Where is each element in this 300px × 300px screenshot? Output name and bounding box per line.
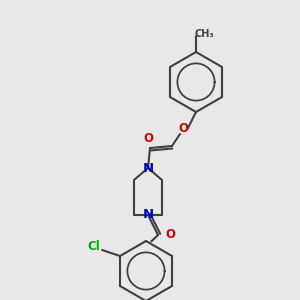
- Text: O: O: [165, 229, 175, 242]
- Text: Cl: Cl: [88, 239, 100, 253]
- Text: O: O: [178, 122, 188, 134]
- Text: N: N: [142, 161, 154, 175]
- Text: CH₃: CH₃: [194, 29, 214, 39]
- Text: O: O: [143, 131, 153, 145]
- Text: N: N: [142, 208, 154, 221]
